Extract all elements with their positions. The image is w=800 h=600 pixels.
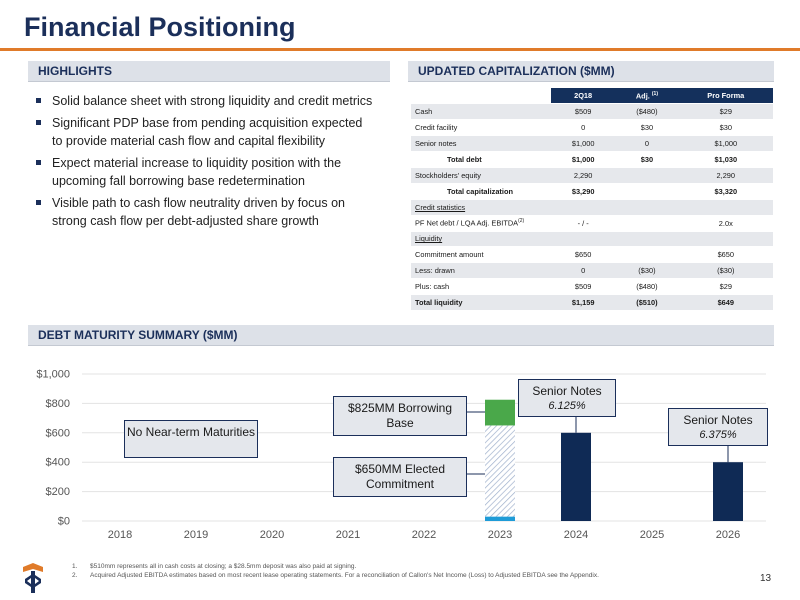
elected-commitment-callout: $650MM Elected Commitment (333, 457, 467, 497)
x-tick-label: 2023 (488, 529, 512, 541)
x-tick-label: 2025 (640, 529, 664, 541)
x-tick-label: 2026 (716, 529, 740, 541)
table-row: Senior notes $1,000 0 $1,000 (411, 135, 773, 153)
x-tick-label: 2020 (260, 529, 284, 541)
table-row: Plus: cash $509 ($480) $29 (411, 278, 773, 296)
highlight-item: Significant PDP base from pending acquis… (36, 114, 376, 150)
highlight-item: Visible path to cash flow neutrality dri… (36, 194, 376, 230)
table-row: Less: drawn 0 ($30) ($30) (411, 262, 773, 280)
col-2q18: 2Q18 (551, 88, 616, 105)
col-pro-forma: Pro Forma (678, 88, 773, 105)
x-tick-label: 2018 (108, 529, 132, 541)
debt-maturity-header: DEBT MATURITY SUMMARY ($MM) (28, 325, 774, 346)
table-row: Credit statistics (411, 199, 773, 216)
page-title: Financial Positioning (24, 12, 296, 42)
table-row: Stockholders' equity 2,290 2,290 (411, 167, 773, 184)
borrowing-base-callout: $825MM Borrowing Base (333, 396, 467, 436)
capitalization-header: UPDATED CAPITALIZATION ($MM) (408, 61, 774, 82)
bar-segment (561, 432, 591, 521)
footnotes: 1. $510mm represents all in cash costs at… (72, 562, 599, 580)
bar-segment (713, 462, 743, 521)
bullet-icon (36, 160, 41, 165)
bullet-icon (36, 120, 41, 125)
footnote: 1. $510mm represents all in cash costs at… (72, 563, 357, 570)
capitalization-table: 2Q18 Adj. (1) Pro Forma Cash $509 ($480) $2… (411, 88, 773, 311)
table-row: Total capitalization $3,290 $3,320 (411, 183, 773, 200)
col-adj: Adj. (1) (615, 88, 679, 105)
page-number: 13 (760, 573, 772, 584)
x-tick-label: 2019 (184, 529, 208, 541)
y-tick-label: $0 (58, 516, 70, 528)
senior-notes-2026-callout: Senior Notes 6.375% (668, 408, 768, 446)
highlights-list: Solid balance sheet with strong liquidit… (36, 92, 376, 234)
x-tick-label: 2021 (336, 529, 360, 541)
highlights-header: HIGHLIGHTS (28, 61, 390, 82)
highlight-item: Expect material increase to liquidity po… (36, 154, 376, 190)
table-row: Credit facility 0 $30 $30 (411, 119, 773, 137)
y-tick-label: $1,000 (36, 369, 70, 381)
bar-segment (485, 425, 515, 517)
x-tick-label: 2024 (564, 529, 588, 541)
y-tick-label: $600 (46, 427, 70, 439)
debt-maturity-chart: $0 $200 $400 $600 $800 $1,000 2018 2019 2020 2021… (36, 369, 766, 541)
bar-segment (485, 516, 515, 521)
company-logo (23, 563, 43, 593)
bar-segment (485, 399, 515, 426)
table-row: PF Net debt / LQA Adj. EBITDA(2) - / -2.0… (411, 215, 773, 232)
senior-notes-2024-callout: Senior Notes 6.125% (518, 379, 616, 417)
table-row: Commitment amount $650 $650 (411, 246, 773, 264)
table-row: Total debt $1,000 $30 $1,030 (411, 151, 773, 168)
highlight-item: Solid balance sheet with strong liquidit… (36, 92, 376, 110)
no-near-term-callout: No Near-term Maturities (124, 420, 258, 458)
title-rule (0, 48, 800, 51)
y-tick-label: $400 (46, 457, 70, 469)
footnote: 2. Acquired Adjusted EBITDA estimates bas… (72, 572, 599, 579)
bullet-icon (36, 98, 41, 103)
table-row: Liquidity (411, 231, 773, 248)
table-row: Cash $509 ($480) $29 (411, 103, 773, 121)
bullet-icon (36, 200, 41, 205)
y-tick-label: $800 (46, 398, 70, 410)
x-tick-label: 2022 (412, 529, 436, 541)
y-tick-label: $200 (46, 486, 70, 498)
table-header-row: 2Q18 Adj. (1) Pro Forma (411, 88, 773, 105)
table-row: Total liquidity $1,159 ($510) $649 (411, 294, 773, 311)
